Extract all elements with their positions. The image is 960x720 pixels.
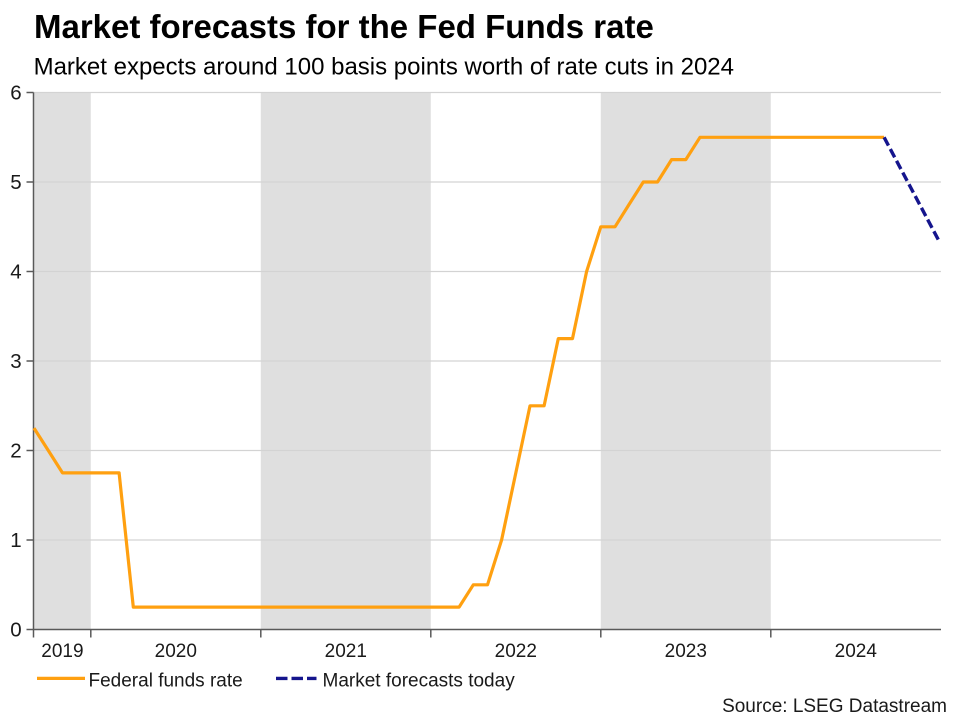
svg-text:2021: 2021 bbox=[325, 641, 367, 662]
svg-text:Federal funds rate: Federal funds rate bbox=[89, 671, 243, 692]
svg-text:2020: 2020 bbox=[155, 641, 197, 662]
svg-text:2022: 2022 bbox=[495, 641, 537, 662]
svg-text:6: 6 bbox=[10, 82, 21, 105]
svg-text:2023: 2023 bbox=[665, 641, 707, 662]
svg-text:Market forecasts today: Market forecasts today bbox=[323, 671, 516, 692]
svg-text:Source: LSEG Datastream: Source: LSEG Datastream bbox=[722, 696, 947, 717]
svg-text:1: 1 bbox=[10, 529, 21, 552]
svg-text:4: 4 bbox=[10, 261, 21, 284]
svg-text:2019: 2019 bbox=[41, 641, 83, 662]
svg-text:2: 2 bbox=[10, 440, 21, 463]
svg-text:5: 5 bbox=[10, 171, 21, 194]
svg-text:3: 3 bbox=[10, 350, 21, 373]
svg-text:Market forecasts for the Fed F: Market forecasts for the Fed Funds rate bbox=[34, 8, 654, 45]
svg-text:0: 0 bbox=[10, 619, 21, 642]
svg-text:Market expects around 100 basi: Market expects around 100 basis points w… bbox=[34, 54, 734, 81]
svg-text:2024: 2024 bbox=[835, 641, 878, 662]
